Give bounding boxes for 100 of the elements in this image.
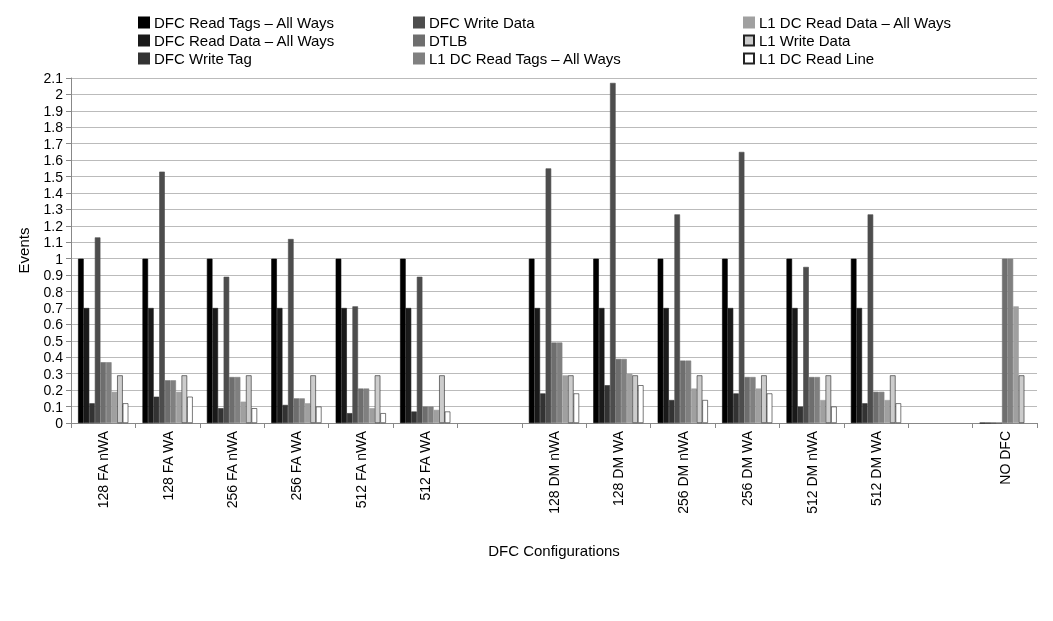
bar (175, 391, 182, 423)
x-tick-label: NO DFC (996, 431, 1013, 485)
y-axis-title: Events (15, 227, 32, 274)
legend-label: L1 DC Read Tags – All Ways (429, 50, 621, 67)
x-tick-label: 256 DM WA (739, 430, 756, 506)
x-tick-label: 128 DM nWA (546, 430, 562, 514)
bar (352, 306, 359, 423)
bar (786, 258, 793, 423)
bar (83, 308, 90, 423)
bar (604, 385, 611, 423)
bar (400, 258, 406, 423)
x-tick-label: 256 FA WA (288, 430, 305, 501)
x-axis-title: DFC Configurations (488, 542, 620, 559)
bar (142, 258, 149, 423)
bar (884, 400, 890, 423)
bar (691, 388, 697, 423)
x-tick-label: 512 DM nWA (803, 430, 820, 514)
x-tick-label: 128 FA WA (159, 430, 176, 501)
x-tick-label: 512 FA WA (417, 430, 434, 501)
y-tick-label: 1 (55, 250, 64, 267)
bar (540, 393, 546, 423)
bar (528, 258, 535, 423)
x-tick-label: 512 DM WA (868, 430, 884, 506)
y-tick-label: 2 (55, 86, 64, 103)
bar (808, 377, 815, 423)
y-tick-label: 0.9 (43, 267, 64, 284)
y-tick-label: 2.1 (43, 70, 64, 86)
bar (1018, 375, 1025, 423)
bar (593, 258, 599, 423)
bar (626, 373, 633, 423)
x-tick-label: 256 FA nWA (224, 430, 240, 509)
bar (276, 308, 283, 423)
bar (78, 258, 84, 423)
bar (369, 408, 375, 423)
bar (304, 403, 311, 423)
bar (803, 266, 809, 423)
bar (755, 388, 762, 423)
bar (1013, 306, 1019, 423)
bar (159, 171, 165, 423)
bar (856, 308, 863, 423)
y-tick-label: 0.3 (43, 365, 64, 382)
bar (240, 401, 246, 423)
bar (551, 342, 557, 423)
bar (727, 308, 734, 423)
bar (867, 214, 874, 423)
bar (229, 377, 235, 423)
bar (534, 308, 541, 423)
bar (218, 408, 224, 423)
y-tick-label: 1.8 (43, 119, 64, 136)
y-tick-label: 1.2 (43, 217, 64, 234)
y-tick-label: 1.7 (43, 135, 64, 152)
legend-label: DTLB (429, 32, 468, 49)
bar (212, 308, 219, 423)
bar (598, 308, 605, 423)
bar (282, 404, 289, 423)
y-tick-label: 1.5 (43, 168, 64, 185)
y-tick-label: 0.7 (43, 300, 64, 316)
legend-label: DFC Read Data – All Ways (154, 32, 335, 49)
bar (111, 391, 118, 423)
bar (206, 258, 213, 423)
y-tick-label: 1.3 (43, 201, 64, 218)
bar (668, 400, 675, 423)
bar (797, 406, 804, 423)
y-tick-label: 1.4 (43, 185, 64, 201)
legend-label: DFC Write Tag (154, 50, 252, 67)
bar (862, 403, 868, 423)
legend-label: L1 DC Read Data – All Ways (759, 14, 952, 31)
bar (663, 308, 669, 423)
bar (293, 398, 300, 423)
y-tick-label: 1.6 (43, 152, 64, 169)
legend-label: DFC Write Data (429, 14, 536, 31)
bar (562, 375, 568, 423)
bar (89, 403, 95, 423)
y-tick-label: 0.8 (43, 283, 64, 300)
y-tick-label: 0.2 (43, 382, 64, 399)
legend-label: L1 DC Read Line (759, 50, 875, 67)
y-tick-label: 0.4 (43, 349, 64, 366)
bar (873, 391, 879, 423)
bar (164, 380, 171, 423)
bar (153, 396, 160, 423)
bar (657, 258, 664, 423)
y-tick-label: 1.1 (43, 234, 64, 251)
y-tick-label: 1.9 (43, 102, 64, 119)
x-tick-label: 128 FA nWA (95, 430, 112, 509)
x-tick-label: 128 DM WA (610, 430, 627, 506)
bar (288, 239, 294, 423)
legend-label: DFC Read Tags – All Ways (154, 14, 335, 31)
bar (433, 409, 440, 423)
bar (722, 258, 728, 423)
bar (1002, 258, 1008, 423)
bar (744, 377, 750, 423)
bar (335, 258, 342, 423)
y-tick-label: 0.1 (43, 398, 64, 415)
bar (358, 388, 364, 423)
y-tick-label: 0 (55, 415, 64, 431)
legend-label: L1 Write Data (759, 32, 852, 49)
x-tick-label: 512 FA nWA (352, 430, 369, 509)
bar (405, 308, 412, 423)
bar (94, 237, 101, 423)
bar (271, 258, 277, 423)
